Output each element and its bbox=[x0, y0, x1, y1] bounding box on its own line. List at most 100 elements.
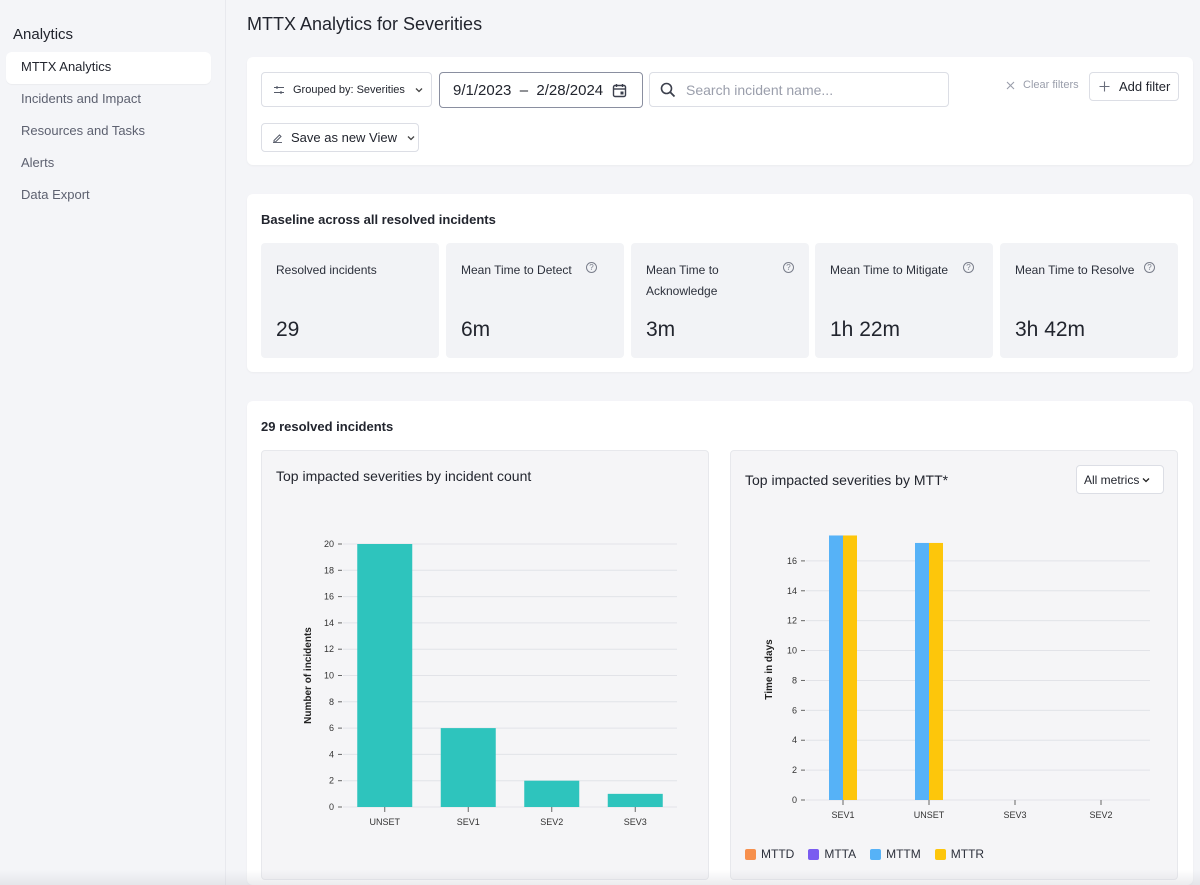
y-tick-label: 14 bbox=[787, 586, 797, 596]
y-axis-label: Time in days bbox=[764, 639, 775, 700]
y-tick-label: 10 bbox=[324, 671, 334, 681]
metric-resolved-incidents: Resolved incidents 29 bbox=[261, 243, 439, 358]
sidebar-item-data-export[interactable]: Data Export bbox=[21, 187, 90, 202]
save-view-button[interactable]: Save as new View bbox=[261, 123, 419, 152]
incident-search[interactable] bbox=[649, 72, 949, 107]
chart-title: Top impacted severities by MTT* bbox=[745, 472, 949, 488]
sidebar-nav: MTTX Analytics Incidents and Impact Reso… bbox=[6, 52, 211, 212]
filter-sliders-icon bbox=[273, 84, 285, 96]
sidebar: Analytics MTTX Analytics Incidents and I… bbox=[0, 0, 226, 885]
metric-label: Resolved incidents bbox=[276, 263, 377, 277]
page-title: MTTX Analytics for Severities bbox=[247, 14, 483, 34]
legend-item-mtta[interactable]: MTTA bbox=[808, 847, 856, 861]
metric-label: Mean Time to Detect bbox=[461, 263, 572, 277]
date-range-picker[interactable]: 9/1/2023 – 2/28/2024 bbox=[439, 72, 643, 108]
legend-swatch bbox=[808, 848, 820, 860]
help-icon[interactable]: ? bbox=[963, 262, 974, 273]
metric-value: 6m bbox=[461, 318, 491, 341]
incident-count-chart-panel bbox=[261, 450, 709, 880]
metric-mttr: Mean Time to Resolve ? 3h 42m bbox=[1000, 243, 1178, 358]
legend-label: MTTR bbox=[950, 847, 985, 861]
clear-filters-button[interactable]: Clear filters bbox=[1006, 79, 1079, 91]
y-tick-label: 4 bbox=[329, 749, 334, 759]
pencil-icon bbox=[272, 132, 283, 143]
chart-title: Top impacted severities by incident coun… bbox=[276, 468, 532, 484]
bar-mttr bbox=[843, 535, 857, 800]
bar-mttr bbox=[929, 542, 943, 800]
save-view-label: Save as new View bbox=[291, 130, 397, 145]
date-range-value: 9/1/2023 – 2/28/2024 bbox=[453, 81, 604, 99]
metric-value: 1h 22m bbox=[830, 318, 901, 341]
metric-label: Mean Time to Acknowledge bbox=[646, 263, 719, 298]
group-by-label: Grouped by: Severities bbox=[293, 83, 405, 96]
bar bbox=[607, 793, 663, 807]
metric-mttm: Mean Time to Mitigate ? 1h 22m bbox=[815, 243, 993, 358]
search-icon bbox=[660, 82, 676, 98]
x-tick-label: UNSET bbox=[369, 817, 400, 827]
sidebar-title: Analytics bbox=[13, 26, 74, 43]
y-tick-label: 10 bbox=[787, 646, 797, 656]
calendar-icon bbox=[612, 83, 627, 98]
legend-swatch bbox=[745, 848, 756, 860]
y-tick-label: 0 bbox=[329, 802, 334, 812]
legend-label: MTTD bbox=[761, 847, 795, 861]
sidebar-item-incidents-and-impact[interactable]: Incidents and Impact bbox=[21, 91, 141, 106]
incident-count-chart: 0 2 4 6 8 10 12 14 16 18 20 Number of incidents UNSE… bbox=[303, 539, 677, 827]
mtt-chart-panel bbox=[730, 450, 1178, 880]
mtt-legend: MTTD MTTA MTTM MTTR bbox=[745, 847, 998, 861]
sidebar-item-resources-and-tasks[interactable]: Resources and Tasks bbox=[21, 123, 146, 138]
legend-label: MTTM bbox=[886, 847, 921, 861]
y-tick-label: 4 bbox=[792, 735, 797, 745]
x-tick-label: SEV2 bbox=[1089, 810, 1112, 820]
metric-mtta: Mean Time to Acknowledge ? 3m bbox=[631, 243, 809, 358]
y-tick-label: 14 bbox=[324, 618, 334, 628]
resolved-title: 29 resolved incidents bbox=[261, 419, 394, 434]
group-by-dropdown[interactable]: Grouped by: Severities bbox=[261, 72, 432, 107]
x-tick-label: SEV1 bbox=[831, 810, 854, 820]
y-axis-label: Number of incidents bbox=[303, 627, 314, 724]
legend-swatch bbox=[934, 848, 946, 860]
metric-value: 29 bbox=[276, 318, 300, 341]
help-icon[interactable]: ? bbox=[783, 262, 794, 273]
x-tick-label: UNSET bbox=[914, 810, 945, 820]
y-tick-label: 12 bbox=[787, 616, 797, 626]
legend-item-mttr[interactable]: MTTR bbox=[934, 847, 985, 861]
y-tick-label: 2 bbox=[792, 765, 797, 775]
bar-mttm bbox=[829, 535, 843, 800]
bar bbox=[440, 728, 496, 807]
sidebar-item-alerts[interactable]: Alerts bbox=[21, 155, 55, 170]
bar bbox=[357, 544, 413, 807]
close-icon bbox=[1006, 81, 1015, 90]
chevron-down-icon bbox=[1141, 475, 1151, 485]
baseline-title: Baseline across all resolved incidents bbox=[261, 212, 496, 227]
y-tick-label: 8 bbox=[329, 697, 334, 707]
y-tick-label: 16 bbox=[324, 592, 334, 602]
bottom-edge-shadow bbox=[0, 870, 1200, 885]
y-tick-label: 20 bbox=[324, 539, 334, 549]
metrics-select[interactable]: All metrics bbox=[1076, 465, 1164, 494]
x-tick-label: SEV3 bbox=[624, 817, 647, 827]
bar-mttm bbox=[915, 542, 929, 800]
y-tick-label: 6 bbox=[329, 723, 334, 733]
help-icon[interactable]: ? bbox=[1144, 262, 1155, 273]
x-tick-label: SEV3 bbox=[1003, 810, 1026, 820]
metric-label: Mean Time to Mitigate bbox=[830, 263, 949, 277]
clear-filters-label: Clear filters bbox=[1023, 79, 1079, 91]
metric-mttd: Mean Time to Detect ? 6m bbox=[446, 243, 624, 358]
sidebar-item-mttx-analytics[interactable]: MTTX Analytics bbox=[6, 52, 211, 84]
add-filter-button[interactable]: Add filter bbox=[1089, 72, 1179, 101]
search-input[interactable] bbox=[686, 81, 926, 98]
metric-label: Mean Time to Resolve bbox=[1015, 263, 1135, 277]
legend-item-mttm[interactable]: MTTM bbox=[870, 847, 921, 861]
y-tick-label: 16 bbox=[787, 556, 797, 566]
y-tick-label: 6 bbox=[792, 705, 797, 715]
help-icon[interactable]: ? bbox=[586, 262, 597, 273]
legend-swatch bbox=[870, 848, 882, 860]
x-tick-label: SEV2 bbox=[540, 817, 563, 827]
chevron-down-icon bbox=[406, 133, 416, 143]
legend-label: MTTA bbox=[824, 847, 857, 861]
y-tick-label: 18 bbox=[324, 565, 334, 575]
legend-item-mttd[interactable]: MTTD bbox=[745, 847, 794, 861]
y-tick-label: 0 bbox=[792, 795, 797, 805]
y-tick-label: 2 bbox=[329, 776, 334, 786]
